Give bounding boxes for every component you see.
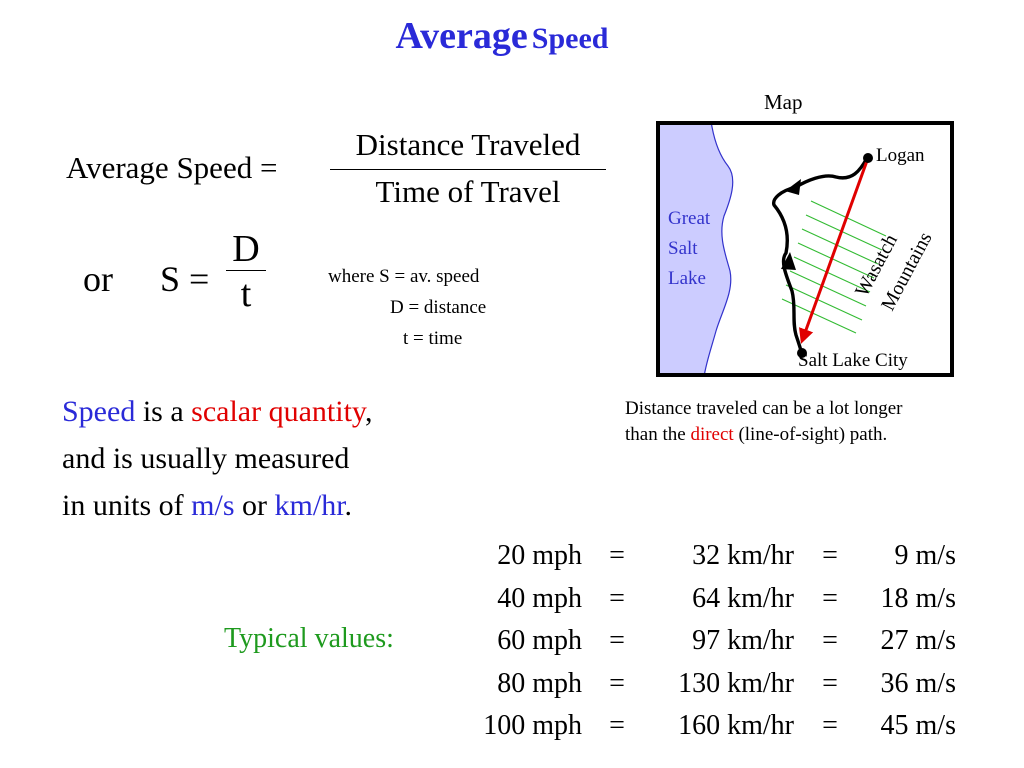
formula1-numerator: Distance Traveled [355, 127, 581, 162]
where-line-1: where S = av. speed [328, 266, 480, 287]
row4-mph: 80 mph [497, 668, 582, 699]
lake-label-lake: Lake [668, 268, 706, 289]
slc-dot [797, 348, 807, 358]
route-path [772, 156, 869, 356]
paragraph-line-2: and is usually measured [62, 442, 350, 475]
caption-line-1: Distance traveled can be a lot longer [625, 398, 903, 419]
formula2-denominator: t [240, 273, 252, 315]
row5-mph: 100 mph [483, 710, 582, 741]
row2-eq1: = [609, 583, 625, 614]
formula2-lhs: S = [160, 259, 210, 299]
formula2-numerator: D [232, 228, 260, 270]
lake-shape [656, 121, 734, 377]
word-speed: Speed [62, 395, 136, 428]
row4-eq1: = [609, 668, 625, 699]
row1-eq2: = [822, 540, 838, 571]
row3-eq2: = [822, 625, 838, 656]
formula1-fraction: Distance Traveled Time of Travel [330, 125, 606, 212]
formula1-denominator: Time of Travel [375, 174, 561, 209]
row5-ms: 45 m/s [880, 710, 956, 741]
lake-label-salt: Salt [668, 238, 698, 259]
row2-kmh: 64 km/hr [692, 583, 794, 614]
where-line-3: t = time [403, 328, 463, 349]
row4-kmh: 130 km/hr [678, 668, 794, 699]
row1-ms: 9 m/s [894, 540, 956, 571]
utah-map: Great Salt Lake Logan Salt Lake City Was… [656, 121, 954, 377]
text-period: . [344, 489, 353, 522]
slc-label: Salt Lake City [798, 350, 908, 371]
text-comma: , [364, 395, 373, 428]
row1-eq1: = [609, 540, 625, 571]
title-average: Average [395, 15, 528, 57]
row1-kmh: 32 km/hr [692, 540, 794, 571]
speed-paragraph: Speed is a scalar quantity, and is usual… [62, 388, 372, 529]
map-frame [656, 121, 954, 377]
row3-ms: 27 m/s [880, 625, 956, 656]
row5-eq1: = [609, 710, 625, 741]
slide-title: Average Speed [0, 14, 1004, 58]
word-scalar-quantity: scalar quantity [191, 395, 365, 428]
map-caption: Distance traveled can be a lot longer th… [625, 396, 903, 448]
row3-mph: 60 mph [497, 625, 582, 656]
row4-eq2: = [822, 668, 838, 699]
caption-than-the: than the [625, 424, 691, 445]
typical-values-label: Typical values: [224, 623, 394, 654]
formula1-fraction-bar [330, 169, 606, 170]
formula2-or: or [83, 259, 113, 299]
text-in-units-of: in units of [62, 489, 192, 522]
caption-line-2: than the direct (line-of-sight) path. [625, 422, 903, 448]
mountain-hatching [781, 200, 887, 334]
logan-dot [863, 153, 873, 163]
row5-kmh: 160 km/hr [678, 710, 794, 741]
formula1-lhs: Average Speed = [66, 150, 278, 185]
text-or: or [234, 489, 275, 522]
caption-line-of-sight: (line-of-sight) path. [733, 424, 888, 445]
paragraph-line-1: Speed is a scalar quantity, [62, 388, 372, 435]
paragraph-line-3: in units of m/s or km/hr. [62, 482, 372, 529]
formula2-fraction: D t [226, 228, 266, 315]
row2-mph: 40 mph [497, 583, 582, 614]
row3-kmh: 97 km/hr [692, 625, 794, 656]
row5-eq2: = [822, 710, 838, 741]
where-line-2: D = distance [390, 297, 487, 318]
text-is-a: is a [135, 395, 192, 428]
title-speed: Speed [531, 22, 609, 55]
formula2-fraction-bar [226, 270, 266, 271]
row3-eq1: = [609, 625, 625, 656]
direct-path-arrow [799, 157, 870, 344]
unit-ms: m/s [191, 489, 235, 522]
unit-kmhr: km/hr [274, 489, 345, 522]
row2-eq2: = [822, 583, 838, 614]
route-arrow-lower [781, 252, 796, 270]
map-label: Map [764, 90, 803, 114]
logan-label: Logan [876, 145, 925, 166]
row4-ms: 36 m/s [880, 668, 956, 699]
word-direct: direct [690, 424, 734, 445]
row1-mph: 20 mph [497, 540, 582, 571]
row2-ms: 18 m/s [880, 583, 956, 614]
lake-label-great: Great [668, 208, 711, 229]
route-arrow-upper [785, 179, 801, 195]
